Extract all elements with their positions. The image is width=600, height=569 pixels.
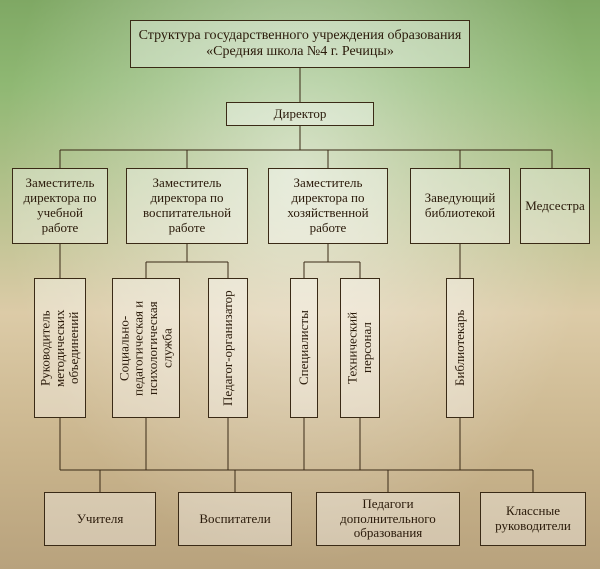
node-librarian: Библиотекарь <box>446 278 474 418</box>
node-deputy-upbringing: Заместитель директора по воспитательной … <box>126 168 248 244</box>
node-social-psych: Социально-педагогическая и психологическ… <box>112 278 180 418</box>
node-additional-edu: Педагоги дополнительного образования <box>316 492 460 546</box>
node-teachers: Учителя <box>44 492 156 546</box>
node-specialists: Специалисты <box>290 278 318 418</box>
node-deputy-academic: Заместитель директора по учебной работе <box>12 168 108 244</box>
node-pedagog-organizer: Педагог-организатор <box>208 278 248 418</box>
node-deputy-economic: Заместитель директора по хозяйственной р… <box>268 168 388 244</box>
node-tech-staff: Технический персонал <box>340 278 380 418</box>
node-class-leaders: Классные руководители <box>480 492 586 546</box>
node-nurse: Медсестра <box>520 168 590 244</box>
title-line-1: Структура государственного учреждения об… <box>139 28 462 44</box>
node-librarian-head: Заведующий библиотекой <box>410 168 510 244</box>
node-director: Директор <box>226 102 374 126</box>
title-line-2: «Средняя школа №4 г. Речицы» <box>206 44 394 60</box>
title-box: Структура государственного учреждения об… <box>130 20 470 68</box>
node-educators: Воспитатели <box>178 492 292 546</box>
node-method-lead: Руководитель методических объединений <box>34 278 86 418</box>
